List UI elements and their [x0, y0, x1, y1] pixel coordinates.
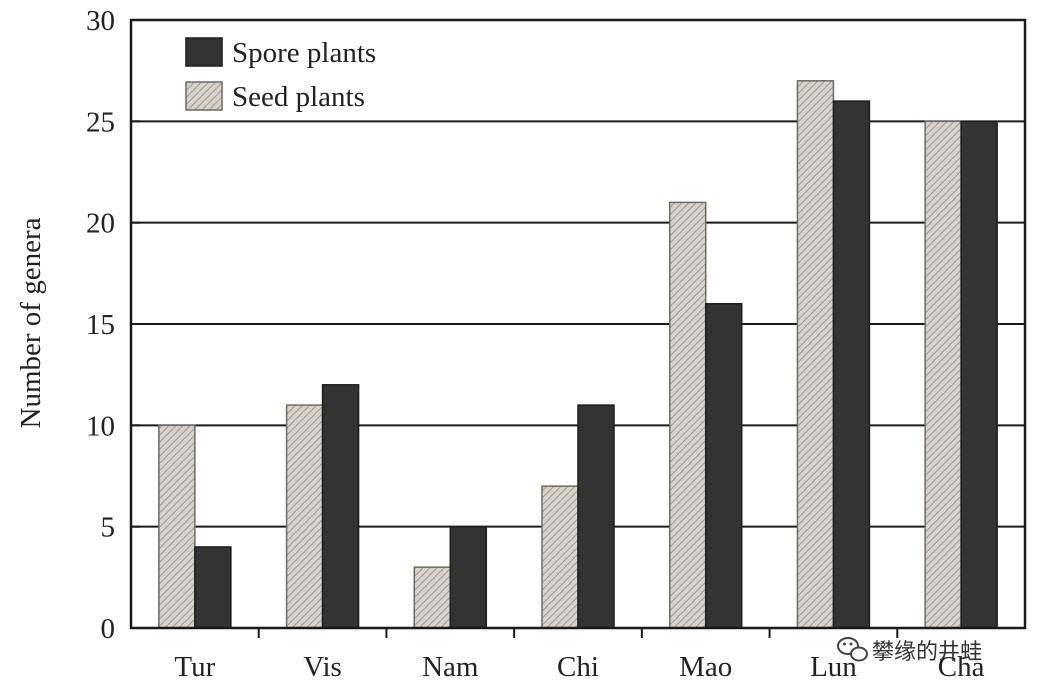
wechat-icon — [837, 637, 868, 662]
x-tick-label: Lun — [810, 651, 857, 683]
bar-spore-plants — [194, 546, 232, 629]
bar-spore-plants — [449, 525, 488, 629]
bar-spore-plants — [321, 384, 360, 629]
x-tick-label: Mao — [679, 651, 732, 683]
y-tick-label: 20 — [86, 208, 115, 240]
x-tick-label: Cha — [938, 651, 985, 683]
axes — [129, 18, 1027, 638]
x-tick-label: Nam — [422, 651, 479, 683]
x-tick-label: Vis — [303, 651, 342, 683]
x-tick-label: Chi — [557, 651, 599, 683]
bar-seed-plants — [158, 424, 196, 629]
legend-swatch — [185, 81, 223, 111]
gridlines — [131, 120, 1025, 528]
x-tick-label: Tur — [174, 651, 215, 683]
bar-seed-plants — [924, 120, 962, 629]
bar-seed-plants — [413, 566, 452, 629]
y-tick-label: 5 — [101, 512, 116, 544]
watermark: 攀缘的井蛙 — [837, 637, 982, 665]
bar-seed-plants — [668, 201, 707, 629]
watermark-text: 攀缘的井蛙 — [872, 640, 982, 665]
bar-spore-plants — [704, 302, 743, 629]
y-tick-label: 25 — [86, 106, 115, 138]
legend: Spore plants Seed plants — [185, 37, 376, 113]
y-tick-label: 10 — [86, 410, 115, 442]
legend-label: Seed plants — [232, 81, 365, 113]
bar-seed-plants — [285, 404, 324, 629]
bar-spore-plants — [960, 120, 998, 629]
legend-swatch — [185, 37, 223, 67]
bar-spore-plants — [832, 100, 871, 629]
bar-spore-plants — [577, 404, 615, 629]
tick-labels: 0 5 10 15 20 25 30 Tur Vis Nam Chi Mao Lun Cha — [86, 5, 985, 683]
y-tick-label: 30 — [86, 5, 115, 37]
y-tick-label: 0 — [101, 613, 116, 645]
bar-seed-plants — [796, 80, 835, 629]
bars — [158, 80, 998, 629]
plot-frame — [129, 18, 1027, 630]
y-axis-title: Number of genera — [15, 217, 47, 428]
bar-seed-plants — [541, 485, 579, 629]
y-tick-label: 15 — [86, 309, 115, 341]
legend-label: Spore plants — [232, 37, 376, 69]
